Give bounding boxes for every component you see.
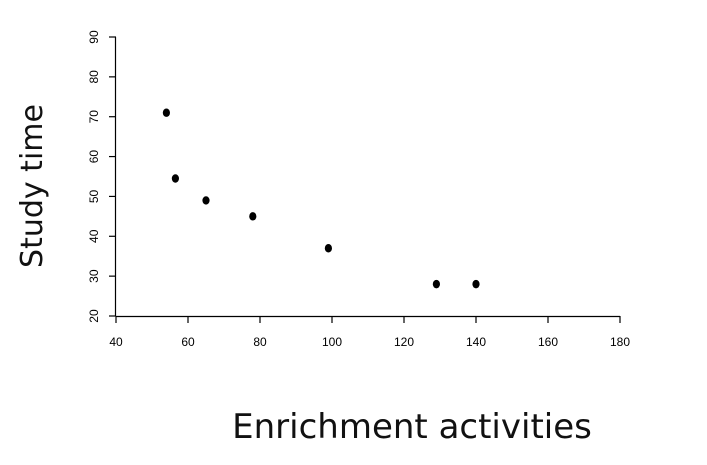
x-tick-label: 160 (538, 335, 558, 349)
y-tick-label: 90 (87, 30, 101, 44)
data-point (472, 279, 480, 289)
x-tick-label: 100 (322, 335, 342, 349)
y-tick-label: 40 (87, 229, 101, 243)
axes (114, 37, 620, 318)
y-tick-label: 70 (87, 110, 101, 124)
x-tick-label: 80 (253, 335, 267, 349)
x-tick-label: 60 (181, 335, 195, 349)
data-point (171, 174, 179, 183)
data-point (249, 212, 257, 221)
y-tick-label: 20 (87, 309, 101, 323)
x-tick-label: 120 (394, 335, 414, 349)
y-tick-label: 80 (87, 70, 101, 84)
y-axis-ticks: 20 30 40 50 60 70 80 90 (87, 30, 116, 323)
x-tick-label: 40 (109, 335, 123, 349)
y-axis-label: Study time (15, 104, 50, 268)
x-tick-label: 180 (610, 335, 630, 349)
data-point (432, 279, 440, 289)
data-point (202, 196, 210, 205)
y-tick-label: 30 (87, 269, 101, 283)
data-point (162, 108, 170, 117)
data-point (324, 244, 332, 253)
y-tick-label: 60 (87, 150, 101, 164)
x-axis-ticks: 40 60 80 100 120 140 160 180 (109, 316, 630, 349)
x-tick-label: 140 (466, 335, 486, 349)
x-axis-label: Enrichment activities (232, 407, 592, 447)
y-tick-label: 50 (87, 189, 101, 203)
data-points (162, 108, 480, 289)
